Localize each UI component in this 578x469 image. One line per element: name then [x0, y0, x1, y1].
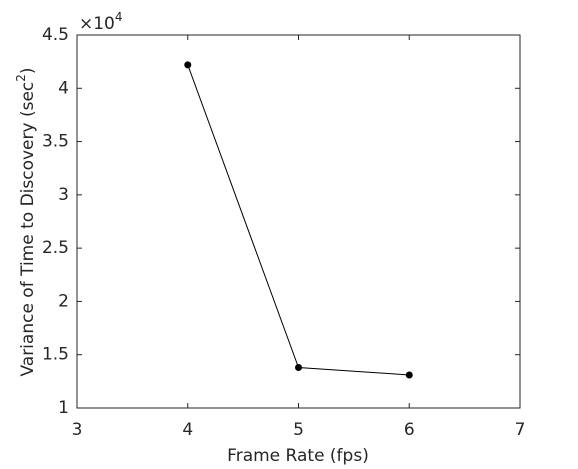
y-axis-label-sup: 2 [14, 74, 28, 82]
x-tick-label: 4 [182, 420, 193, 440]
y-axis-label-main: Variance of Time to Discovery (sec [18, 82, 38, 377]
y-tick-label: 4.5 [42, 25, 69, 45]
y-tick-label: 1 [58, 398, 69, 418]
x-tick-label: 7 [515, 420, 526, 440]
y-multiplier: ×104 [79, 10, 123, 35]
y-axis-label: Variance of Time to Discovery (sec2) [14, 67, 39, 376]
y-tick-label: 4 [58, 78, 69, 98]
point [184, 61, 192, 69]
x-tick-label: 5 [293, 420, 304, 440]
x-tick-label: 6 [404, 420, 415, 440]
point [295, 364, 302, 372]
y-tick-label: 3.5 [42, 132, 69, 152]
plot-box [76, 34, 521, 409]
x-tick-label: 3 [72, 420, 83, 440]
point [405, 371, 413, 379]
y-axis-label-end: ) [18, 67, 38, 74]
y-multiplier-base: ×10 [79, 14, 115, 34]
y-multiplier-exp: 4 [115, 10, 123, 24]
y-tick-label: 2 [58, 291, 69, 311]
x-axis-label: Frame Rate (fps) [227, 446, 369, 466]
y-tick-label: 3 [58, 185, 69, 205]
y-tick-label: 2.5 [42, 238, 69, 258]
y-tick-label: 1.5 [42, 345, 69, 365]
